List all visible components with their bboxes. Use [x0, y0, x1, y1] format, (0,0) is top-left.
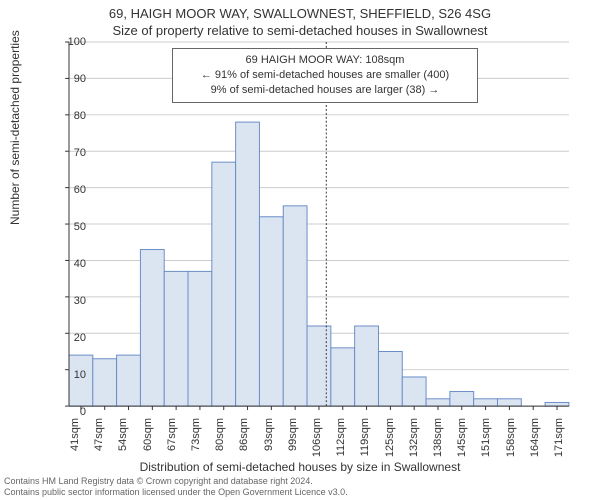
annotation-box: 69 HAIGH MOOR WAY: 108sqm ← 91% of semi-…: [172, 48, 478, 103]
histogram-bar: [355, 326, 379, 406]
chart-title-sub: Size of property relative to semi-detach…: [0, 21, 600, 38]
histogram-bar: [331, 348, 355, 406]
x-tick: 41sqm: [69, 418, 81, 451]
histogram-bar: [402, 377, 426, 406]
y-tick: 0: [46, 406, 86, 418]
x-tick: 164sqm: [529, 418, 541, 457]
footer-attribution: Contains HM Land Registry data © Crown c…: [4, 476, 348, 498]
histogram-bar: [259, 217, 283, 406]
histogram-bar: [93, 359, 117, 406]
histogram-bar: [450, 392, 474, 407]
footer-line1: Contains HM Land Registry data © Crown c…: [4, 476, 348, 487]
y-tick: 30: [46, 295, 86, 307]
x-tick: 145sqm: [456, 418, 468, 457]
x-tick: 54sqm: [117, 418, 129, 451]
chart-title-main: 69, HAIGH MOOR WAY, SWALLOWNEST, SHEFFIE…: [0, 0, 600, 21]
x-tick: 171sqm: [553, 418, 565, 457]
x-tick: 119sqm: [359, 418, 371, 456]
histogram-bar: [164, 271, 188, 406]
y-tick: 60: [46, 184, 86, 196]
annotation-line2: ← 91% of semi-detached houses are smalle…: [181, 68, 469, 83]
histogram-bar: [212, 162, 236, 406]
histogram-bar: [474, 399, 498, 406]
y-tick: 90: [46, 73, 86, 85]
x-tick: 93sqm: [263, 418, 275, 451]
y-tick: 40: [46, 258, 86, 270]
histogram-bar: [188, 271, 212, 406]
histogram-bar: [426, 399, 450, 406]
y-tick: 20: [46, 332, 86, 344]
annotation-line1: 69 HAIGH MOOR WAY: 108sqm: [181, 53, 469, 68]
x-tick: 125sqm: [384, 418, 396, 457]
x-tick: 106sqm: [311, 418, 323, 457]
x-tick: 112sqm: [335, 418, 347, 456]
x-tick: 138sqm: [432, 418, 444, 457]
x-axis-label: Distribution of semi-detached houses by …: [0, 460, 600, 474]
histogram-bar: [236, 122, 260, 406]
footer-line2: Contains public sector information licen…: [4, 487, 348, 498]
histogram-bar: [378, 351, 402, 406]
annotation-line3: 9% of semi-detached houses are larger (3…: [181, 83, 469, 98]
y-tick: 50: [46, 221, 86, 233]
x-tick: 67sqm: [166, 418, 178, 451]
x-tick: 80sqm: [214, 418, 226, 451]
histogram-bar: [283, 206, 307, 406]
x-tick: 132sqm: [408, 418, 420, 457]
y-tick: 80: [46, 110, 86, 122]
x-tick: 47sqm: [93, 418, 105, 451]
x-tick: 158sqm: [505, 418, 517, 457]
histogram-bar: [545, 402, 569, 406]
y-tick: 70: [46, 147, 86, 159]
histogram-bar: [497, 399, 521, 406]
histogram-bar: [117, 355, 141, 406]
histogram-bar: [140, 250, 164, 407]
x-tick: 86sqm: [238, 418, 250, 451]
x-tick: 60sqm: [142, 418, 154, 451]
y-axis-label: Number of semi-detached properties: [8, 30, 22, 225]
x-tick: 73sqm: [190, 418, 202, 451]
x-tick: 99sqm: [287, 418, 299, 451]
y-tick: 10: [46, 369, 86, 381]
y-tick: 100: [46, 36, 86, 48]
x-tick: 151sqm: [480, 418, 492, 457]
histogram-bar: [307, 326, 331, 406]
